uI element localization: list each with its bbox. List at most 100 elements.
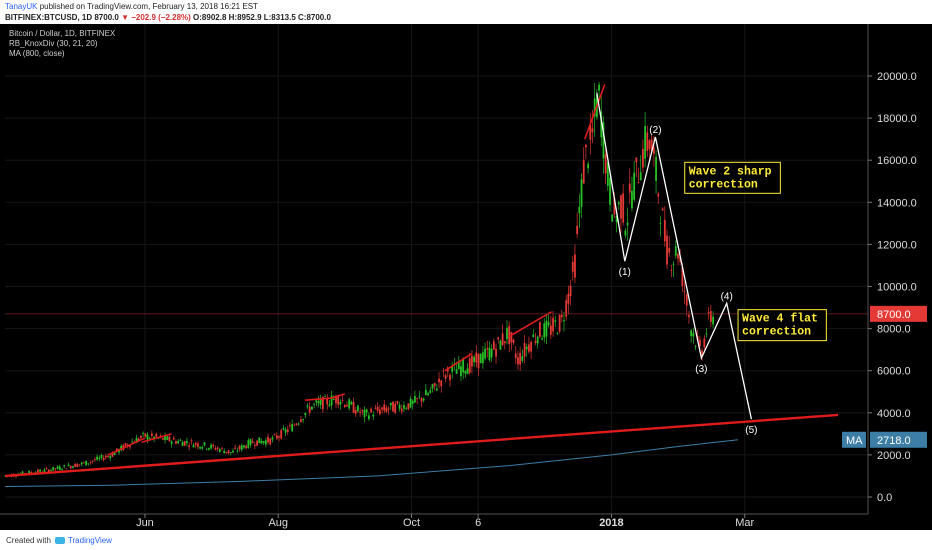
candle-body	[670, 269, 673, 271]
candle-body	[694, 345, 697, 347]
candle-body	[411, 400, 414, 404]
candle-body	[688, 314, 690, 318]
candle-body	[606, 162, 609, 186]
tradingview-brand[interactable]: TradingView	[67, 536, 112, 545]
candle-body	[76, 464, 79, 467]
candle-body	[635, 157, 638, 163]
candle-body	[107, 456, 109, 457]
candle-body	[576, 225, 579, 235]
candle-body	[387, 408, 390, 410]
candle-body	[197, 443, 199, 448]
candle-body	[394, 403, 397, 413]
candle-body	[661, 208, 664, 211]
candle-body	[341, 400, 344, 401]
candle-body	[275, 435, 278, 439]
price-axis-label: 8000.0	[877, 324, 911, 336]
price-axis-label: 20000.0	[877, 71, 917, 83]
candle-body	[308, 406, 311, 413]
legend-indicator-ma[interactable]: MA (800, close)	[9, 49, 65, 58]
price-axis-label: 14000.0	[877, 197, 917, 209]
candle-body	[646, 132, 649, 151]
candle-body	[523, 342, 526, 357]
candle-body	[438, 378, 440, 383]
price-axis-label: 4000.0	[877, 408, 911, 420]
candle-body	[282, 428, 285, 430]
candle-body	[221, 447, 223, 449]
candle-body	[374, 408, 377, 410]
candle-body	[212, 444, 215, 447]
candle-body	[692, 333, 695, 337]
candle-body	[637, 182, 640, 183]
candle-body	[321, 396, 324, 410]
legend-indicator-knoxdiv[interactable]: RB_KnoxDiv (30, 21, 20)	[9, 39, 98, 48]
candle-body	[582, 160, 585, 184]
divergence-trendline	[107, 437, 146, 456]
candle-body	[304, 412, 307, 416]
candle-body	[558, 314, 561, 332]
candle-body	[192, 445, 195, 448]
candle-body	[186, 441, 188, 444]
last-price-badge	[870, 305, 927, 322]
candle-body	[102, 457, 105, 461]
candle-body	[111, 453, 114, 457]
time-axis-label: Aug	[268, 517, 288, 529]
candle-body	[39, 469, 41, 472]
candle-body	[96, 456, 98, 460]
candle-body	[508, 326, 511, 344]
candle-body	[205, 448, 208, 450]
candle-body	[45, 468, 48, 470]
candle-body	[407, 403, 410, 410]
divergence-trendline	[584, 84, 606, 140]
author-link[interactable]: TanayUK	[5, 2, 38, 11]
candle-body	[685, 294, 688, 306]
candle-body	[354, 410, 357, 414]
time-axis-label: 2018	[599, 517, 623, 529]
candle-body	[648, 140, 651, 150]
candle-body	[306, 405, 309, 407]
candle-body	[378, 409, 381, 415]
candle-body	[262, 441, 265, 444]
candle-body	[166, 436, 169, 440]
candle-body	[175, 441, 177, 444]
candle-body	[78, 464, 81, 466]
candle-body	[639, 172, 642, 181]
price-chart[interactable]: (1)(2)(3)(4)(5)Wave 2 sharpcorrectionWav…	[0, 24, 932, 530]
ohlc-values: O:8902.8 H:8952.9 L:8313.5 C:8700.0	[193, 13, 331, 22]
candle-body	[89, 461, 92, 463]
candle-body	[317, 401, 320, 404]
candle-body	[585, 144, 587, 148]
candle-body	[297, 423, 300, 425]
candle-body	[707, 312, 710, 314]
candle-body	[451, 366, 454, 372]
candle-body	[335, 395, 337, 404]
price-axis-label: 10000.0	[877, 282, 917, 294]
candle-body	[302, 419, 305, 421]
candle-body	[161, 437, 164, 440]
candle-body	[361, 409, 364, 412]
candle-body	[677, 254, 679, 259]
candle-body	[628, 183, 631, 193]
candle-body	[170, 441, 173, 444]
chart-panel[interactable]: (1) (2) (3) (4) (5) Wave 2 sharp correction Wav…	[0, 24, 932, 530]
candle-body	[503, 341, 506, 344]
moving-average-line	[4, 439, 739, 487]
candle-body	[229, 452, 232, 454]
price-change: ▼ −202.9 (−2.28%)	[121, 13, 191, 22]
candle-body	[497, 337, 500, 340]
candle-body	[552, 317, 554, 332]
candle-body	[462, 359, 465, 373]
candle-body	[300, 419, 302, 423]
candle-body	[172, 437, 175, 440]
candle-body	[471, 355, 473, 367]
candle-body	[65, 468, 68, 470]
candle-body	[580, 179, 583, 207]
candle-body	[571, 261, 574, 272]
candle-body	[256, 440, 258, 446]
candle-body	[80, 462, 83, 465]
candle-body	[422, 398, 425, 401]
candle-body	[203, 442, 206, 446]
candle-body	[36, 469, 39, 473]
candle-body	[67, 464, 70, 467]
candle-body	[709, 311, 712, 322]
candle-body	[83, 462, 85, 464]
